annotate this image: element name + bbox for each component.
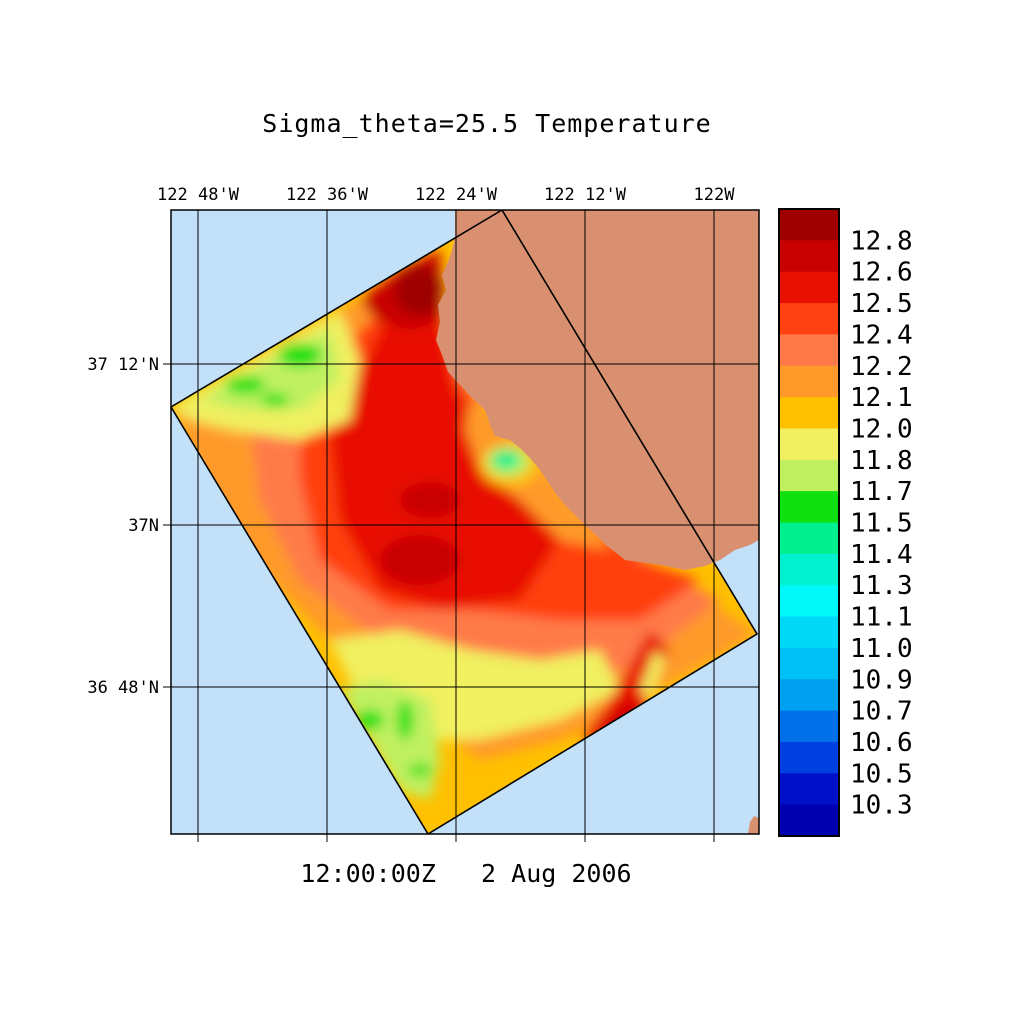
colorbar-swatch [779,773,839,806]
colorbar-swatch [779,428,839,461]
colorbar-label: 12.2 [850,352,913,382]
colorbar-swatch [779,522,839,555]
model-domain-outline [171,210,759,834]
colorbar-swatch [779,553,839,586]
colorbar-label: 11.8 [850,446,913,476]
land-mass [436,210,759,570]
colorbar-label: 11.4 [850,540,913,570]
latitude-labels: 37 12'N 37N 36 48'N [87,355,159,698]
colorbar-label: 12.5 [850,289,913,319]
colorbar-swatch [779,491,839,523]
lon-label: 122 24'W [415,185,498,205]
colorbar-swatch [779,647,839,680]
colorbar-swatch [779,209,839,241]
colorbar-label: 10.6 [850,728,913,758]
colorbar-label: 12.4 [850,320,913,350]
colorbar-swatch [779,679,839,712]
colorbar-label: 12.6 [850,258,913,288]
lon-label: 122 36'W [286,185,369,205]
map-panel [171,210,759,834]
colorbar-swatch [779,334,839,367]
colorbar-label: 12.1 [850,383,913,413]
lat-label: 37 12'N [87,355,159,375]
colorbar-label: 11.7 [850,477,913,507]
longitude-labels: 122 48'W 122 36'W 122 24'W 122 12'W 122W [157,185,735,205]
colorbar-swatch [779,303,839,335]
lon-label: 122 48'W [157,185,240,205]
colorbar-label: 12.8 [850,226,913,256]
colorbar-label: 11.5 [850,509,913,539]
colorbar-swatch [779,459,839,492]
lon-label: 122W [694,185,736,205]
colorbar-label: 11.3 [850,571,913,601]
colorbar-label: 12.0 [850,414,913,444]
colorbar-swatch [779,616,839,649]
colorbar-swatch [779,585,839,618]
timestamp: 12:00:00Z 2 Aug 2006 [300,859,631,888]
colorbar-label: 10.5 [850,759,913,789]
colorbar-swatch [779,271,839,304]
colorbar-swatch [779,397,839,429]
colorbar [778,208,840,837]
graticule [171,210,759,834]
colorbar-swatch [779,710,839,743]
tick-marks [163,363,715,842]
colorbar-swatch [779,741,839,774]
lat-label: 36 48'N [87,678,159,698]
lon-label: 122 12'W [544,185,627,205]
colorbar-label: 10.7 [850,697,913,727]
colorbar-label: 10.9 [850,665,913,695]
colorbar-label: 10.3 [850,791,913,821]
colorbar-labels: 12.812.612.512.412.212.112.011.811.711.5… [850,226,913,820]
colorbar-swatch [779,240,839,273]
map-frame [170,209,760,835]
map-title: Sigma_theta=25.5 Temperature [262,109,711,138]
lat-label: 37N [128,516,159,536]
colorbar-frame [778,208,840,837]
colorbar-label: 11.1 [850,603,913,633]
colorbar-label: 11.0 [850,634,913,664]
land-corner [748,816,759,834]
colorbar-swatch [779,365,839,398]
colorbar-swatch [779,804,839,837]
